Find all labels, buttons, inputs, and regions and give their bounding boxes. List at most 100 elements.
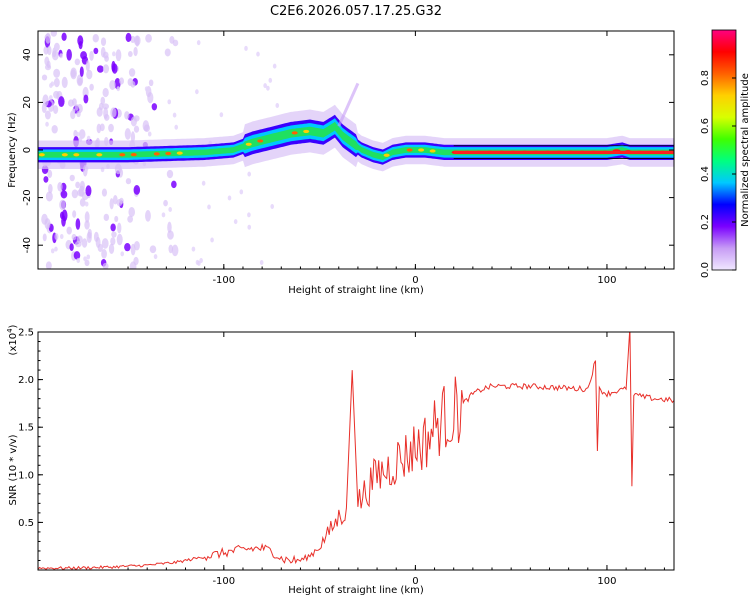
noise-blob (76, 235, 83, 244)
noise-blob (124, 111, 130, 120)
noise-blob (75, 218, 81, 230)
noise-blob (100, 46, 106, 58)
colorbar-tick-label: 0.6 (700, 118, 711, 134)
noise-blob (58, 96, 65, 108)
noise-blob (199, 258, 203, 264)
noise-blob (167, 221, 172, 233)
noise-blob (116, 233, 123, 246)
noise-blob (77, 35, 84, 47)
noise-blob (85, 185, 92, 197)
noise-blob (130, 80, 136, 88)
noise-blob (142, 120, 150, 132)
spectrogram-axes: -100 0 100 -40 -20 0 20 40 (22, 31, 674, 286)
noise-blob (81, 238, 88, 248)
noise-blob (125, 32, 132, 43)
noise-blob (98, 102, 104, 111)
spectrogram-panel: -100 0 100 -40 -20 0 20 40 Height of straight l… (7, 30, 675, 296)
noise-blob (45, 32, 51, 44)
noise-blob (45, 261, 52, 269)
noise-blob (125, 178, 132, 185)
noise-blob (124, 128, 131, 140)
spectrogram-xtick-label: 0 (412, 275, 418, 286)
noise-blob (130, 35, 136, 44)
noise-blob (108, 123, 114, 133)
noise-blob (59, 199, 66, 211)
noise-blob (66, 49, 72, 61)
noise-blob (102, 262, 109, 269)
noise-blob (95, 236, 101, 248)
noise-blob (76, 257, 81, 263)
noise-blob (110, 237, 116, 246)
noise-blob (116, 86, 121, 92)
snr-scale-close: ) (8, 324, 19, 328)
trace-hotspot (119, 153, 126, 157)
noise-blob (168, 206, 172, 212)
trace-hotspot (165, 151, 172, 156)
noise-blob (272, 63, 277, 69)
noise-blob (54, 45, 58, 51)
noise-blob (69, 243, 74, 251)
noise-blob (166, 169, 174, 179)
noise-blob (59, 234, 64, 240)
noise-blob (120, 251, 125, 257)
noise-blob (247, 212, 251, 218)
snr-scale-exp: 4 (6, 328, 14, 333)
noise-blob (50, 81, 55, 87)
noise-blob (227, 195, 232, 201)
colorbar-axes: 0.0 0.2 0.4 0.6 0.8 (700, 70, 736, 278)
trace-hotspot (303, 129, 310, 134)
noise-blob (114, 215, 119, 222)
noise-blob (119, 77, 125, 85)
trace-hotspot (406, 148, 413, 152)
noise-blob (111, 231, 117, 238)
noise-blob (135, 35, 140, 47)
noise-blob (49, 95, 53, 101)
noise-blob (116, 199, 123, 207)
colorbar-bar (711, 29, 737, 271)
noise-blob (256, 51, 260, 57)
noise-blob (47, 45, 52, 56)
noise-blob (109, 198, 114, 210)
snr-scale-base: (x10 (8, 333, 19, 356)
trace-hotspot (176, 151, 183, 155)
noise-blob (171, 180, 177, 189)
noise-blob (172, 112, 177, 118)
noise-blob (104, 114, 110, 121)
snr-frame (37, 331, 675, 571)
noise-blob (79, 180, 85, 192)
noise-blob (103, 213, 110, 222)
noise-blob (270, 204, 275, 210)
colorbar-tick-label: 0.2 (700, 214, 711, 230)
noise-blob (61, 32, 67, 41)
trace-hotspot (38, 153, 45, 157)
noise-blob (72, 210, 77, 218)
noise-blob (41, 102, 47, 114)
noise-blob (164, 48, 171, 57)
noise-blob (133, 125, 140, 133)
noise-blob (167, 230, 174, 240)
spectrogram-xlabel: Height of straight line (km) (288, 285, 424, 296)
snr-xtick-label: 0 (412, 576, 418, 587)
noise-blob (69, 174, 75, 182)
noise-blob (191, 246, 196, 252)
snr-line (38, 332, 674, 570)
noise-blob (133, 241, 140, 251)
noise-blob (247, 171, 251, 177)
noise-blob (44, 110, 51, 120)
snr-axes: -100 0 100 0.5 1.0 1.5 2.0 2.5 (18, 328, 674, 587)
noise-blob (92, 33, 99, 43)
spectrogram-xtick-label: -100 (212, 275, 235, 286)
noise-blob (77, 77, 83, 86)
noise-blob (71, 108, 76, 114)
noise-blob (48, 183, 53, 194)
colorbar-tick-label: 0.4 (700, 166, 711, 182)
noise-blob (133, 115, 140, 122)
noise-blob (101, 238, 109, 249)
noise-blob (42, 233, 47, 242)
spectrogram-ylabel: Frequency (Hz) (7, 112, 18, 188)
noise-blob (153, 254, 158, 260)
noise-blob (102, 103, 110, 110)
noise-blob (54, 246, 58, 252)
trace-hotspot (73, 153, 80, 157)
